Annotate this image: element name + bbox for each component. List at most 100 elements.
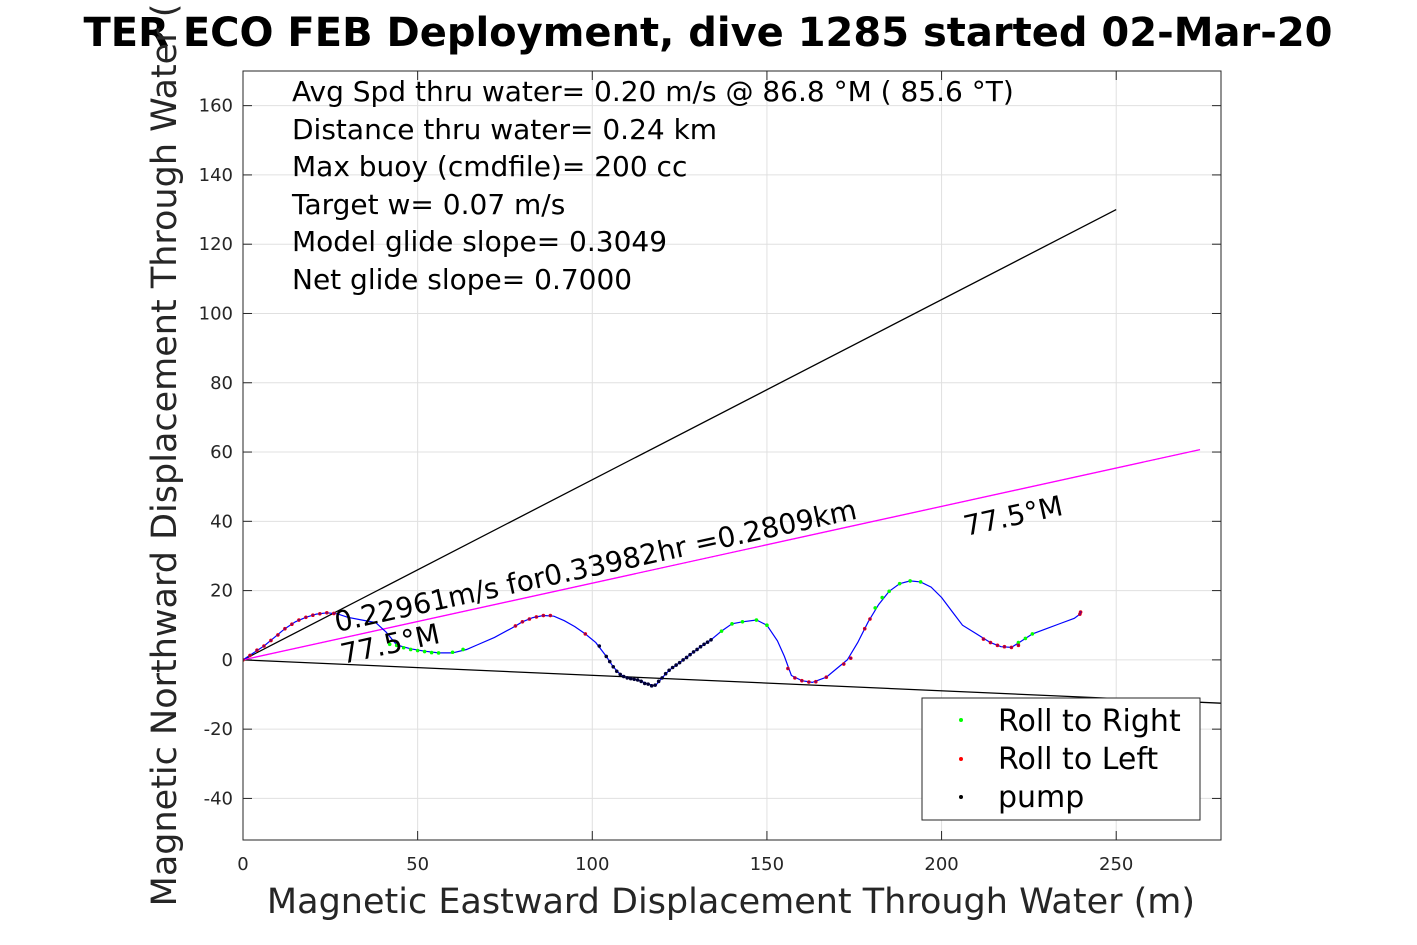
y-tick-label: 20: [210, 581, 233, 602]
roll-left-point-core: [549, 614, 552, 617]
roll-left-point-core: [318, 612, 322, 616]
roll-left-point-core: [311, 613, 315, 617]
stat-net-glide: Net glide slope= 0.7000: [292, 263, 632, 296]
roll-left-point-core: [521, 620, 524, 623]
pump-point: [628, 676, 633, 681]
x-tick-label: 250: [1099, 854, 1133, 875]
roll-left-point-core: [863, 627, 866, 630]
roll-left-point-core: [849, 656, 852, 660]
legend-marker-left: [959, 757, 963, 761]
grid-lines: [242, 71, 1221, 840]
pump-point: [618, 672, 623, 677]
y-tick-label: -40: [204, 788, 233, 809]
y-tick-label: 160: [199, 96, 233, 117]
stat-avg-speed: Avg Spd thru water= 0.20 m/s @ 86.8 °M (…: [292, 75, 1014, 108]
pump-point: [653, 683, 657, 687]
x-tick-label: 100: [575, 854, 609, 875]
y-tick-label: 120: [199, 234, 233, 255]
heading-line-dots: [243, 449, 1201, 661]
roll-left-point-core: [290, 622, 294, 626]
roll-right-point: [918, 580, 923, 584]
y-tick-label: 80: [210, 373, 233, 394]
roll-right-point: [387, 642, 392, 647]
pump-point: [670, 665, 675, 670]
roll-left-point-core: [800, 679, 804, 682]
roll-left-point-core: [989, 641, 992, 644]
pump-point: [614, 669, 619, 674]
pump-point: [674, 663, 678, 667]
y-tick-label: 0: [222, 650, 233, 671]
pump-point: [639, 679, 643, 684]
pump-point: [607, 659, 612, 664]
roll-left-point-core: [514, 624, 517, 628]
roll-left-point-core: [325, 611, 329, 614]
pump-point: [646, 682, 650, 686]
plot-frame: [242, 70, 1222, 841]
roll-left-point-core: [283, 627, 287, 630]
legend-label-right: Roll to Right: [998, 704, 1181, 739]
roll-left-point-core: [1078, 612, 1082, 616]
pump-point: [625, 676, 630, 680]
pump-point: [695, 647, 699, 652]
roll-left-point-core: [255, 648, 259, 652]
pump-point: [642, 681, 647, 686]
roll-right-point: [450, 650, 455, 655]
pump-point: [702, 642, 706, 647]
roll-right-point: [740, 619, 745, 624]
pump-point: [621, 674, 626, 679]
roll-left-point-core: [1003, 645, 1006, 648]
stats-block: Avg Spd thru water= 0.20 m/s @ 86.8 °M (…: [291, 75, 1014, 296]
roll-right-point: [765, 623, 769, 628]
pump-point: [667, 668, 671, 673]
x-tick-label: 50: [406, 854, 429, 875]
roll-right-point: [415, 648, 420, 653]
roll-left-point-core: [982, 637, 985, 641]
roll-right-point: [429, 650, 434, 655]
roll-right-point: [408, 647, 413, 652]
roll-right-point: [401, 645, 406, 650]
roll-right-point: [461, 647, 465, 652]
roll-left-point-core: [297, 618, 301, 622]
chart-title: TER ECO FEB Deployment, dive 1285 starte…: [83, 10, 1332, 56]
pump-point: [656, 679, 661, 684]
roll-left-point-core: [807, 680, 811, 684]
roll-left-point-core: [248, 654, 252, 657]
pump-point: [632, 677, 636, 682]
legend: Roll to Right Roll to Left pump: [921, 697, 1201, 821]
pump-point: [681, 658, 685, 662]
roll-right-point: [880, 595, 884, 600]
pump-point: [691, 650, 696, 654]
roll-right-point: [730, 622, 734, 626]
y-tick-label: 140: [199, 165, 233, 186]
roll-right-point: [908, 579, 912, 583]
legend-marker-right: [959, 718, 963, 722]
roll-left-point-core: [825, 675, 828, 679]
roll-left-point-core: [542, 614, 545, 617]
pump-point: [688, 652, 692, 657]
pump-point: [709, 637, 713, 642]
axis-ticks: 0 50 100 150 200 250 -40 -20 0 20 40 60 80 100 120 140 1…: [199, 71, 1221, 875]
pump-point: [597, 644, 602, 648]
y-axis-label: Magnetic Northward Displacement Through …: [145, 4, 185, 907]
pump-point: [604, 654, 609, 659]
legend-box: [921, 697, 1201, 821]
pump-point: [663, 671, 668, 676]
roll-right-point: [719, 629, 724, 633]
roll-right-point: [394, 643, 399, 648]
legend-marker-pump: [959, 795, 963, 799]
x-axis-label: Magnetic Eastward Displacement Through W…: [267, 882, 1195, 922]
roll-left-point-core: [528, 617, 531, 621]
roll-right-point: [422, 649, 427, 654]
pump-point: [705, 640, 710, 645]
y-tick-label: 100: [199, 303, 233, 324]
roll-left-point-core: [814, 680, 818, 683]
roll-right-point: [887, 589, 891, 594]
roll-left-point-core: [1017, 644, 1020, 647]
x-tick-label: 200: [924, 854, 958, 875]
y-tick-label: 60: [210, 442, 233, 463]
roll-left-point-core: [276, 633, 280, 637]
pump-point: [635, 678, 640, 682]
roll-right-point: [436, 651, 441, 655]
roll-left-point-core: [793, 676, 797, 680]
pump-point: [677, 660, 682, 665]
